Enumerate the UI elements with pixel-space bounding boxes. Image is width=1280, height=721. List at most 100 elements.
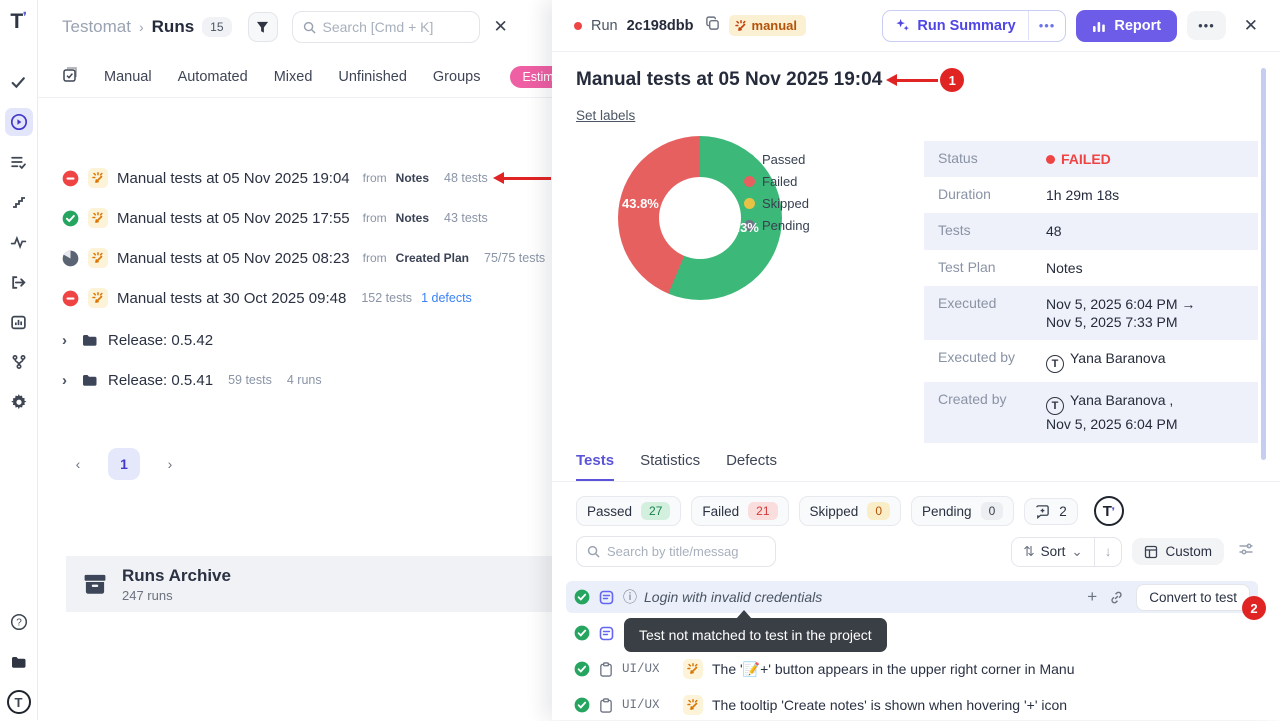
check-icon[interactable] xyxy=(5,68,33,96)
partial-status-icon xyxy=(62,250,79,267)
sort-button[interactable]: ⇅ Sort ⌄ xyxy=(1012,538,1093,566)
tab-unfinished[interactable]: Unfinished xyxy=(338,69,407,85)
folder-tests-count: 59 tests xyxy=(228,373,272,387)
next-page-button[interactable]: › xyxy=(154,448,186,480)
failed-dot-icon xyxy=(1046,155,1055,164)
run-row[interactable]: Manual tests at 30 Oct 2025 09:48 152 te… xyxy=(62,278,582,318)
select-runs-icon[interactable] xyxy=(62,67,78,87)
runs-search-input[interactable] xyxy=(323,19,453,35)
sort-direction-icon[interactable]: ↓ xyxy=(1094,538,1122,566)
passed-status-icon xyxy=(574,697,590,713)
sliders-icon[interactable] xyxy=(1234,537,1258,566)
more-actions-icon[interactable]: ••• xyxy=(1187,11,1226,40)
folder-row[interactable]: › Release: 0.5.42 xyxy=(62,320,582,360)
manual-run-icon xyxy=(88,288,108,308)
settings-icon[interactable] xyxy=(5,388,33,416)
test-row[interactable]: UI/UX The '📝+' button appears in the upp… xyxy=(566,653,1258,685)
branch-icon[interactable] xyxy=(5,348,33,376)
copy-icon[interactable] xyxy=(705,16,720,36)
pill-failed[interactable]: Failed21 xyxy=(691,496,788,526)
close-panel-icon[interactable]: ✕ xyxy=(1236,12,1266,40)
run-defects-link[interactable]: 1 defects xyxy=(421,291,472,305)
test-plan-link[interactable]: Notes xyxy=(1046,259,1083,277)
chevron-right-icon[interactable]: › xyxy=(62,372,72,389)
breadcrumb-separator: › xyxy=(139,19,144,35)
tab-defects[interactable]: Defects xyxy=(726,452,777,481)
folder-icon xyxy=(81,371,99,389)
breadcrumb-app[interactable]: Testomat xyxy=(62,17,131,37)
run-row[interactable]: Manual tests at 05 Nov 2025 19:04 from N… xyxy=(62,158,582,198)
analytics-icon[interactable] xyxy=(5,308,33,336)
clear-search-icon[interactable]: ✕ xyxy=(494,17,508,37)
runs-archive[interactable]: Runs Archive 247 runs xyxy=(66,556,552,612)
user-avatar[interactable]: T xyxy=(5,688,33,716)
info-row-duration: Duration 1h 29m 18s xyxy=(924,177,1258,213)
run-id: 2c198dbb xyxy=(627,18,694,34)
custom-columns-button[interactable]: Custom xyxy=(1132,538,1224,565)
tab-tests[interactable]: Tests xyxy=(576,452,614,481)
test-row-note[interactable]: ⓘ Login with invalid credentials + Conve… xyxy=(566,581,1258,613)
assignee-avatar[interactable]: T❜ xyxy=(1094,496,1124,526)
prev-page-button[interactable]: ‹ xyxy=(62,448,94,480)
comment-icon xyxy=(1035,504,1050,519)
tab-manual[interactable]: Manual xyxy=(104,69,152,85)
pill-pending[interactable]: Pending0 xyxy=(911,496,1014,526)
archive-title: Runs Archive xyxy=(122,566,231,586)
runs-search[interactable] xyxy=(292,11,480,43)
test-title: The tooltip 'Create notes' is shown when… xyxy=(712,697,1067,713)
add-icon[interactable]: + xyxy=(1087,587,1097,607)
tab-statistics[interactable]: Statistics xyxy=(640,452,700,481)
run-row[interactable]: Manual tests at 05 Nov 2025 17:55 from N… xyxy=(62,198,582,238)
link-icon[interactable] xyxy=(1109,590,1124,605)
runs-count-badge: 15 xyxy=(202,17,231,37)
annotation-badge-2: 2 xyxy=(1242,596,1266,620)
runs-icon[interactable] xyxy=(5,108,33,136)
info-icon[interactable]: ⓘ xyxy=(623,587,637,607)
folder-row[interactable]: › Release: 0.5.41 59 tests 4 runs xyxy=(62,360,582,400)
help-icon[interactable]: ? xyxy=(5,608,33,636)
detail-scrollbar[interactable] xyxy=(1261,68,1266,460)
manual-badge: manual xyxy=(729,15,807,36)
docs-folder-icon[interactable] xyxy=(5,648,33,676)
legend-failed: Failed xyxy=(744,174,810,189)
test-row[interactable]: UI/UX The tooltip 'Create notes' is show… xyxy=(566,689,1258,721)
filter-button[interactable] xyxy=(248,12,278,42)
pagination: ‹ 1 › xyxy=(62,448,186,480)
test-list-icon[interactable] xyxy=(5,148,33,176)
info-row-executed-by: Executed by TYana Baranova xyxy=(924,340,1258,382)
convert-to-test-button[interactable]: Convert to test xyxy=(1136,584,1250,611)
legend-skipped: Skipped xyxy=(744,196,810,211)
info-row-created-by: Created by TYana Baranova ,Nov 5, 2025 6… xyxy=(924,382,1258,442)
pulse-icon[interactable] xyxy=(5,228,33,256)
page-1-button[interactable]: 1 xyxy=(108,448,140,480)
steps-icon[interactable] xyxy=(5,188,33,216)
run-tests-count: 43 tests xyxy=(444,211,488,225)
tests-search[interactable] xyxy=(576,536,776,567)
list-filter-tabs: Manual Automated Mixed Unfinished Groups… xyxy=(38,56,552,98)
import-icon[interactable] xyxy=(5,268,33,296)
pill-skipped[interactable]: Skipped0 xyxy=(799,496,901,526)
passed-status-icon xyxy=(574,661,590,677)
clipboard-icon xyxy=(599,698,613,713)
chevron-right-icon[interactable]: › xyxy=(62,332,72,349)
report-chart-icon xyxy=(1092,19,1106,33)
avatar: T xyxy=(1046,355,1064,373)
app-logo[interactable]: T❜ xyxy=(10,10,26,34)
breadcrumb-current[interactable]: Runs xyxy=(152,17,195,37)
run-detail-title: Manual tests at 05 Nov 2025 19:04 xyxy=(576,69,882,91)
run-summary-more-icon[interactable]: ••• xyxy=(1028,11,1066,40)
tab-groups[interactable]: Groups xyxy=(433,69,481,85)
tab-automated[interactable]: Automated xyxy=(178,69,248,85)
pill-passed[interactable]: Passed27 xyxy=(576,496,681,526)
legend-passed: Passed xyxy=(744,152,810,167)
clipboard-icon xyxy=(599,662,613,677)
report-button[interactable]: Report xyxy=(1076,10,1177,42)
run-row[interactable]: Manual tests at 05 Nov 2025 08:23 from C… xyxy=(62,238,582,278)
sparkles-icon xyxy=(895,18,910,33)
pill-comments[interactable]: 2 xyxy=(1024,498,1078,525)
run-summary-button[interactable]: Run Summary ••• xyxy=(882,10,1066,42)
set-labels-link[interactable]: Set labels xyxy=(576,108,635,123)
failed-status-icon xyxy=(62,170,79,187)
tab-mixed[interactable]: Mixed xyxy=(274,69,313,85)
tests-search-input[interactable] xyxy=(607,544,757,559)
